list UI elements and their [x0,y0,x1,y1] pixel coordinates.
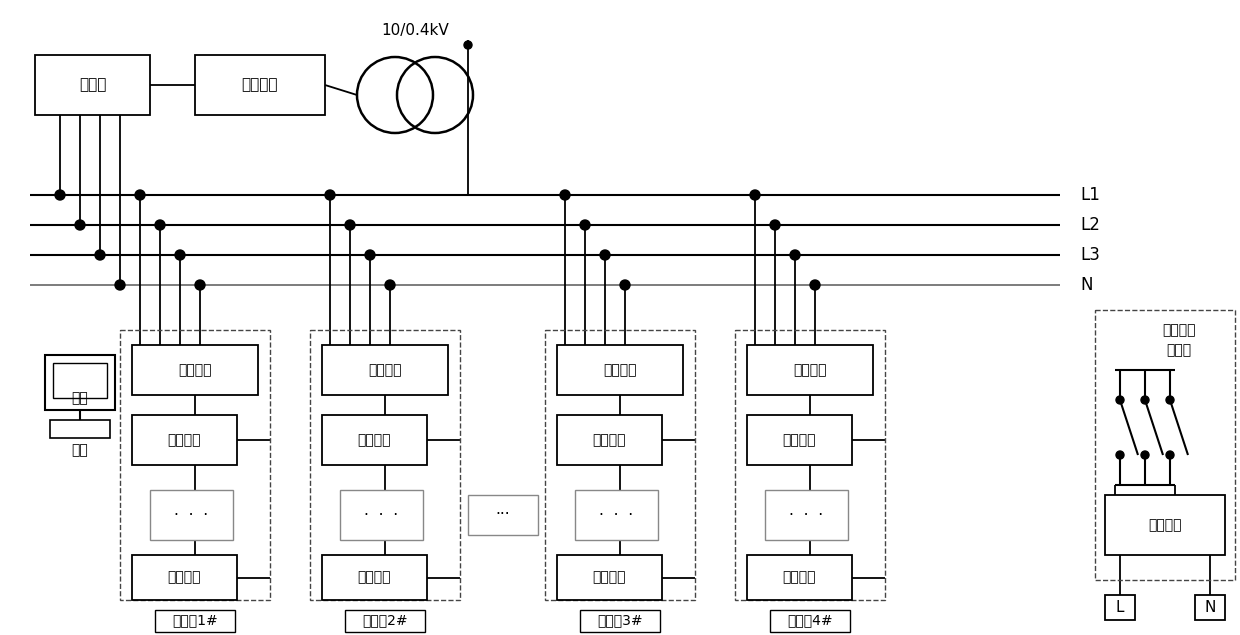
Bar [1105,495,1225,555]
Text: 终端: 终端 [72,391,88,405]
Text: 户配电筱: 户配电筱 [167,433,201,447]
Text: 控制模块: 控制模块 [1148,518,1182,532]
Text: 户配电筱: 户配电筱 [358,570,392,584]
Bar [557,345,683,395]
Circle shape [770,220,780,230]
Text: 户配电筱: 户配电筱 [593,570,626,584]
Text: ·  ·  ·: · · · [599,507,634,523]
Bar [1195,595,1225,620]
Bar [1105,595,1135,620]
Text: ·  ·  ·: · · · [365,507,398,523]
Text: 户配电筱: 户配电筱 [593,433,626,447]
Text: ·  ·  ·: · · · [789,507,823,523]
Bar [557,415,662,465]
Text: N: N [1080,276,1092,294]
Text: 控制开关: 控制开关 [794,363,827,377]
Circle shape [1116,451,1123,459]
Bar [345,610,425,632]
Text: 检测器: 检测器 [79,77,107,93]
Text: 漏电保护: 漏电保护 [242,77,278,93]
Circle shape [325,190,335,200]
Bar [45,355,115,410]
Circle shape [600,250,610,260]
Circle shape [1141,451,1149,459]
Bar [746,345,873,395]
Text: L3: L3 [1080,246,1100,264]
Circle shape [1116,396,1123,404]
Bar [131,555,237,600]
Circle shape [580,220,590,230]
Text: 原理图: 原理图 [1167,343,1192,357]
Text: 10/0.4kV: 10/0.4kV [381,22,449,37]
Circle shape [790,250,800,260]
Circle shape [175,250,185,260]
Text: 控制开关: 控制开关 [368,363,402,377]
Bar [340,490,423,540]
Circle shape [1166,451,1174,459]
Bar [50,420,110,438]
Text: 终端: 终端 [72,443,88,457]
Bar [580,610,660,632]
Bar [53,363,107,398]
Text: 控制开关: 控制开关 [179,363,212,377]
Circle shape [560,190,570,200]
Bar [155,610,236,632]
Circle shape [95,250,105,260]
Circle shape [365,250,374,260]
Circle shape [384,280,396,290]
Circle shape [1141,396,1149,404]
Text: N: N [1204,599,1215,615]
Text: 集表符1#: 集表符1# [172,613,218,627]
Bar [557,555,662,600]
Text: 户配电筱: 户配电筱 [782,433,816,447]
Text: 集表符3#: 集表符3# [598,613,642,627]
Bar [746,415,852,465]
Bar [310,330,460,600]
Text: ···: ··· [495,507,510,523]
Text: L1: L1 [1080,186,1100,204]
Bar [322,415,427,465]
Bar [322,555,427,600]
Bar [765,490,847,540]
Text: ·  ·  ·: · · · [174,507,208,523]
Text: 户配电筱: 户配电筱 [167,570,201,584]
Circle shape [155,220,165,230]
Bar [195,55,325,115]
Bar [35,55,150,115]
Bar [467,495,537,535]
Bar [150,490,233,540]
Circle shape [195,280,205,290]
Bar [546,330,694,600]
Circle shape [345,220,355,230]
Bar [770,610,849,632]
Text: L2: L2 [1080,216,1100,234]
Bar [1095,310,1235,580]
Circle shape [74,220,86,230]
Text: 控制开关: 控制开关 [1162,323,1195,337]
Circle shape [115,280,125,290]
Bar [120,330,270,600]
Text: 集表符4#: 集表符4# [787,613,833,627]
Text: 集表符2#: 集表符2# [362,613,408,627]
Circle shape [464,41,472,49]
Bar [735,330,885,600]
Circle shape [55,190,64,200]
Text: 户配电筱: 户配电筱 [358,433,392,447]
Bar [131,415,237,465]
Bar [131,345,258,395]
Bar [575,490,657,540]
Bar [322,345,448,395]
Circle shape [135,190,145,200]
Text: 户配电筱: 户配电筱 [782,570,816,584]
Text: 控制开关: 控制开关 [603,363,637,377]
Circle shape [1166,396,1174,404]
Circle shape [620,280,630,290]
Text: L: L [1116,599,1125,615]
Bar [746,555,852,600]
Circle shape [750,190,760,200]
Circle shape [810,280,820,290]
